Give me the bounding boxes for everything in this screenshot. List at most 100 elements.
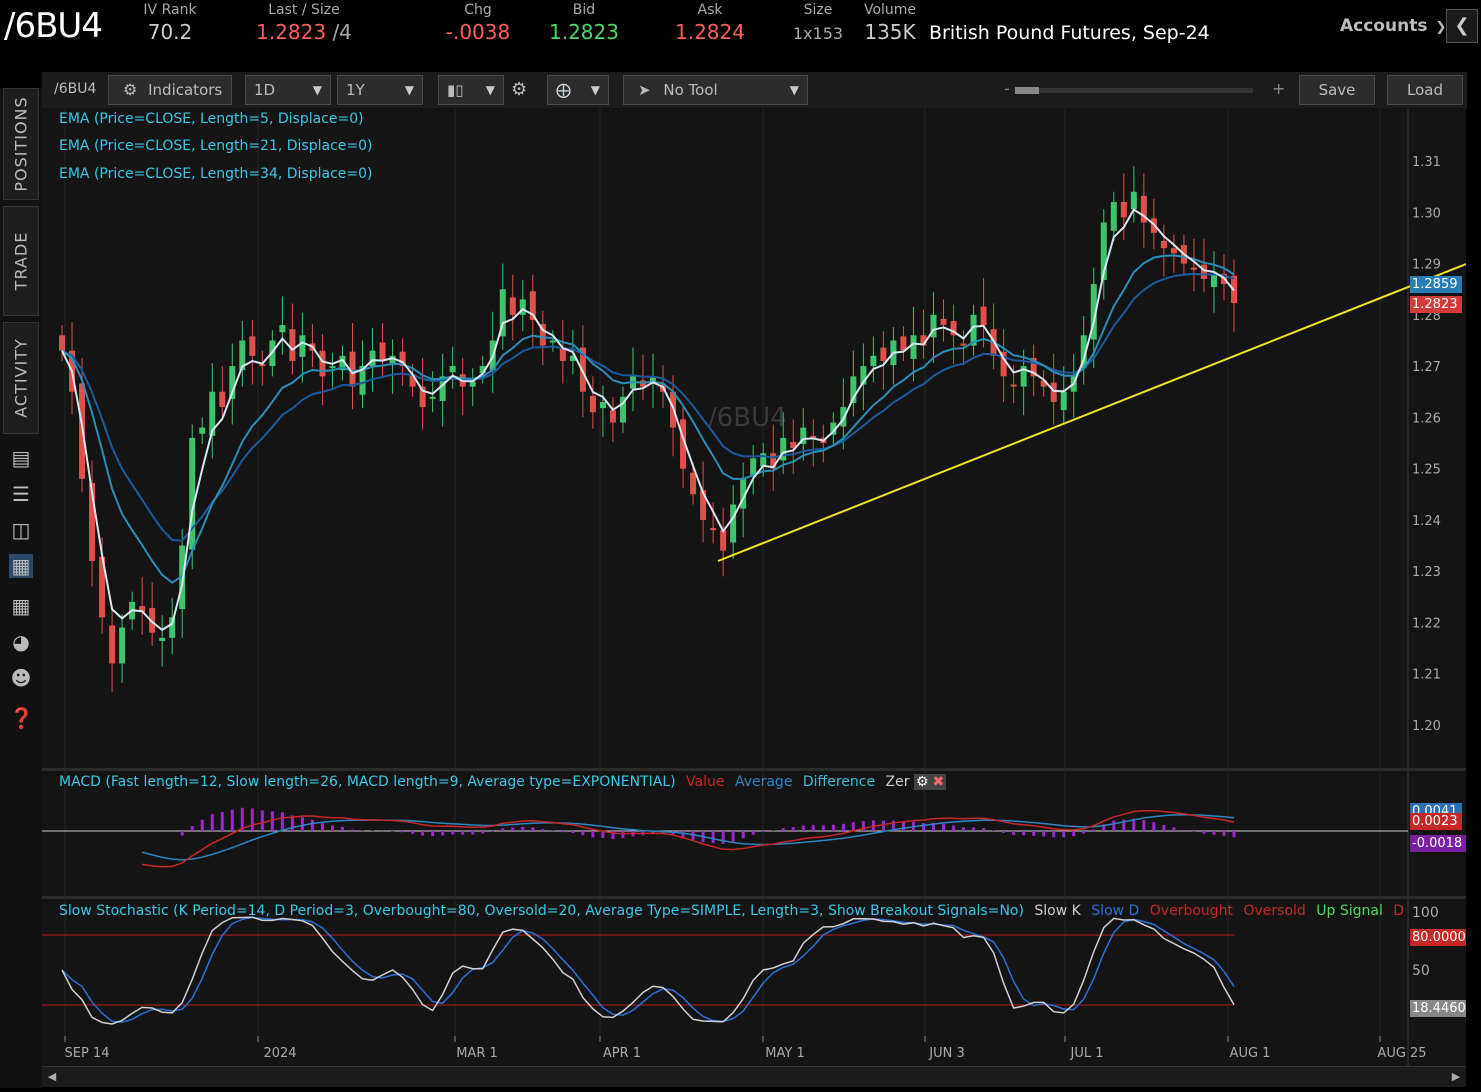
stat-value-group: 1.2823 /4 xyxy=(248,20,360,44)
stat-last-size: Last / Size 1.2823 /4 xyxy=(248,2,360,44)
tab-positions[interactable]: POSITIONS xyxy=(3,88,39,200)
collapse-left-button[interactable]: ❮ xyxy=(1446,9,1478,43)
quote-header: /6BU4 IV Rank 70.2 Last / Size 1.2823 /4… xyxy=(0,0,1481,68)
scroll-right-icon[interactable]: ▶ xyxy=(1451,1070,1461,1083)
zoom-out-button[interactable]: - xyxy=(1004,79,1010,98)
scroll-left-icon[interactable]: ◀ xyxy=(47,1070,57,1083)
trendline[interactable] xyxy=(717,263,1466,562)
price-tick-label: 1.29 xyxy=(1412,258,1441,273)
chevron-left-icon: ❮ xyxy=(1454,15,1470,36)
stochastic-legend[interactable]: Slow Stochastic (K Period=14, D Period=3… xyxy=(59,903,1404,919)
candle-body xyxy=(730,504,737,543)
load-button[interactable]: Load xyxy=(1387,75,1463,105)
candle-body xyxy=(970,314,977,346)
candle-body xyxy=(609,410,616,423)
chart-icon[interactable]: ▦ xyxy=(9,554,33,578)
candle-body xyxy=(169,617,176,638)
candle-body xyxy=(559,348,566,361)
candle-body xyxy=(439,376,446,401)
stat-label: Chg xyxy=(464,2,492,18)
macd-pane[interactable]: MACD (Fast length=12, Slow length=26, MA… xyxy=(42,768,1466,896)
horizontal-scrollbar[interactable]: ◀ ▶ xyxy=(42,1066,1466,1087)
ema-21-legend[interactable]: EMA (Price=CLOSE, Length=21, Displace=0) xyxy=(59,138,373,154)
chart-toolbar: /6BU4 ⚙ Indicators 1D ▼ 1Y ▼ ▮▯ ▼ ⚙ ⨁ ▼ … xyxy=(42,72,1467,109)
grid-icon[interactable]: ▦ xyxy=(11,594,31,618)
stat-label: Last / Size xyxy=(268,2,340,18)
save-button[interactable]: Save xyxy=(1299,75,1375,105)
candle-body xyxy=(409,374,416,387)
candle-body xyxy=(469,381,476,387)
candle-body xyxy=(1000,351,1007,377)
drawing-tool-select[interactable]: ➤ No Tool ▼ xyxy=(623,75,808,105)
macd-legend[interactable]: MACD (Fast length=12, Slow length=26, MA… xyxy=(59,774,947,790)
chevron-down-icon: ▼ xyxy=(590,83,600,97)
candle-body xyxy=(800,427,807,445)
chevron-down-icon: ▼ xyxy=(485,83,495,97)
stat-value: 1.2823 xyxy=(256,20,327,44)
symbol-title[interactable]: /6BU4 xyxy=(4,6,103,46)
time-tick-label: AUG 1 xyxy=(1230,1046,1271,1061)
stat-label: Volume xyxy=(863,2,917,18)
stoch-legend-oversold: Oversold xyxy=(1243,903,1306,919)
stat-value[interactable]: 1.2823 xyxy=(549,20,619,44)
macd-chart-svg xyxy=(42,771,1409,896)
candle-body xyxy=(59,335,65,351)
last-price-label: 1.2823 xyxy=(1410,296,1462,313)
chart-symbol: /6BU4 xyxy=(54,81,97,97)
candle-body xyxy=(790,441,797,449)
candle-body xyxy=(1190,267,1197,270)
stochastic-pane[interactable]: Slow Stochastic (K Period=14, D Period=3… xyxy=(42,896,1466,1036)
slow-k-value-label: 18.4460 xyxy=(1410,1000,1466,1017)
stat-value[interactable]: 1.2824 xyxy=(675,20,745,44)
chevron-down-icon: ▼ xyxy=(404,83,414,97)
crosshair-icon: ⨁ xyxy=(556,81,571,99)
tab-trade-label: TRADE xyxy=(11,231,31,291)
tv-icon[interactable]: ◫ xyxy=(11,518,31,542)
indicators-button[interactable]: ⚙ Indicators xyxy=(108,75,232,105)
stat-volume: Volume 135K xyxy=(858,2,922,44)
candle-body xyxy=(419,386,426,408)
candle-body xyxy=(1030,357,1037,377)
stat-iv-rank: IV Rank 70.2 xyxy=(138,2,202,44)
macd-legend-main: MACD (Fast length=12, Slow length=26, MA… xyxy=(59,774,676,790)
macd-legend-zero: Zer xyxy=(885,774,910,790)
tab-activity[interactable]: ACTIVITY xyxy=(3,322,39,434)
drawing-style-select[interactable]: ⨁ ▼ xyxy=(547,75,609,105)
chevron-down-icon: ▼ xyxy=(789,83,799,97)
zoom-slider[interactable] xyxy=(1015,87,1253,94)
close-icon[interactable]: ✖ xyxy=(930,774,947,790)
drawing-tool-value: No Tool xyxy=(663,81,718,99)
candle-body xyxy=(1110,202,1117,231)
ema-34-legend[interactable]: EMA (Price=CLOSE, Length=34, Displace=0) xyxy=(59,166,373,182)
candle-body xyxy=(259,364,266,367)
candle-body xyxy=(700,490,707,520)
gauge-icon[interactable]: ◕ xyxy=(12,630,30,654)
accounts-menu[interactable]: Accounts ❯ xyxy=(1340,16,1446,36)
candle-body xyxy=(1090,284,1097,340)
candle-body xyxy=(279,325,286,333)
list-icon[interactable]: ☰ xyxy=(12,482,30,506)
candle-body xyxy=(89,482,96,561)
people-icon[interactable]: ☻ xyxy=(10,666,32,690)
help-icon[interactable]: ❓ xyxy=(9,706,34,730)
candle-body xyxy=(289,329,296,361)
ema-5-legend[interactable]: EMA (Price=CLOSE, Length=5, Displace=0) xyxy=(59,111,364,127)
stat-size: Size 1x153 xyxy=(790,2,846,43)
zoom-slider-thumb[interactable] xyxy=(1015,87,1039,94)
timeframe-select[interactable]: 1Y ▼ xyxy=(337,75,423,105)
stat-value: 1x153 xyxy=(792,24,844,43)
price-chart[interactable]: /6BU4 1.31 1.30 1.29 1.28 1.27 1.26 1.25 1.24 1.… xyxy=(42,108,1466,768)
candles-icon: ▮▯ xyxy=(447,81,464,99)
tab-trade[interactable]: TRADE xyxy=(3,206,39,316)
settings-gear-icon[interactable]: ⚙ xyxy=(511,79,528,100)
stat-bid: Bid 1.2823 xyxy=(548,2,620,44)
gear-icon[interactable]: ⚙ xyxy=(913,774,931,790)
news-icon[interactable]: ▤ xyxy=(11,446,31,470)
candle-body xyxy=(1040,380,1047,387)
zoom-in-button[interactable]: + xyxy=(1272,79,1286,98)
chart-style-select[interactable]: ▮▯ ▼ xyxy=(438,75,504,105)
candle-body xyxy=(359,366,366,395)
aggregation-select[interactable]: 1D ▼ xyxy=(245,75,331,105)
price-tick-label: 1.26 xyxy=(1412,411,1441,426)
slow-k-line xyxy=(61,916,1235,1025)
